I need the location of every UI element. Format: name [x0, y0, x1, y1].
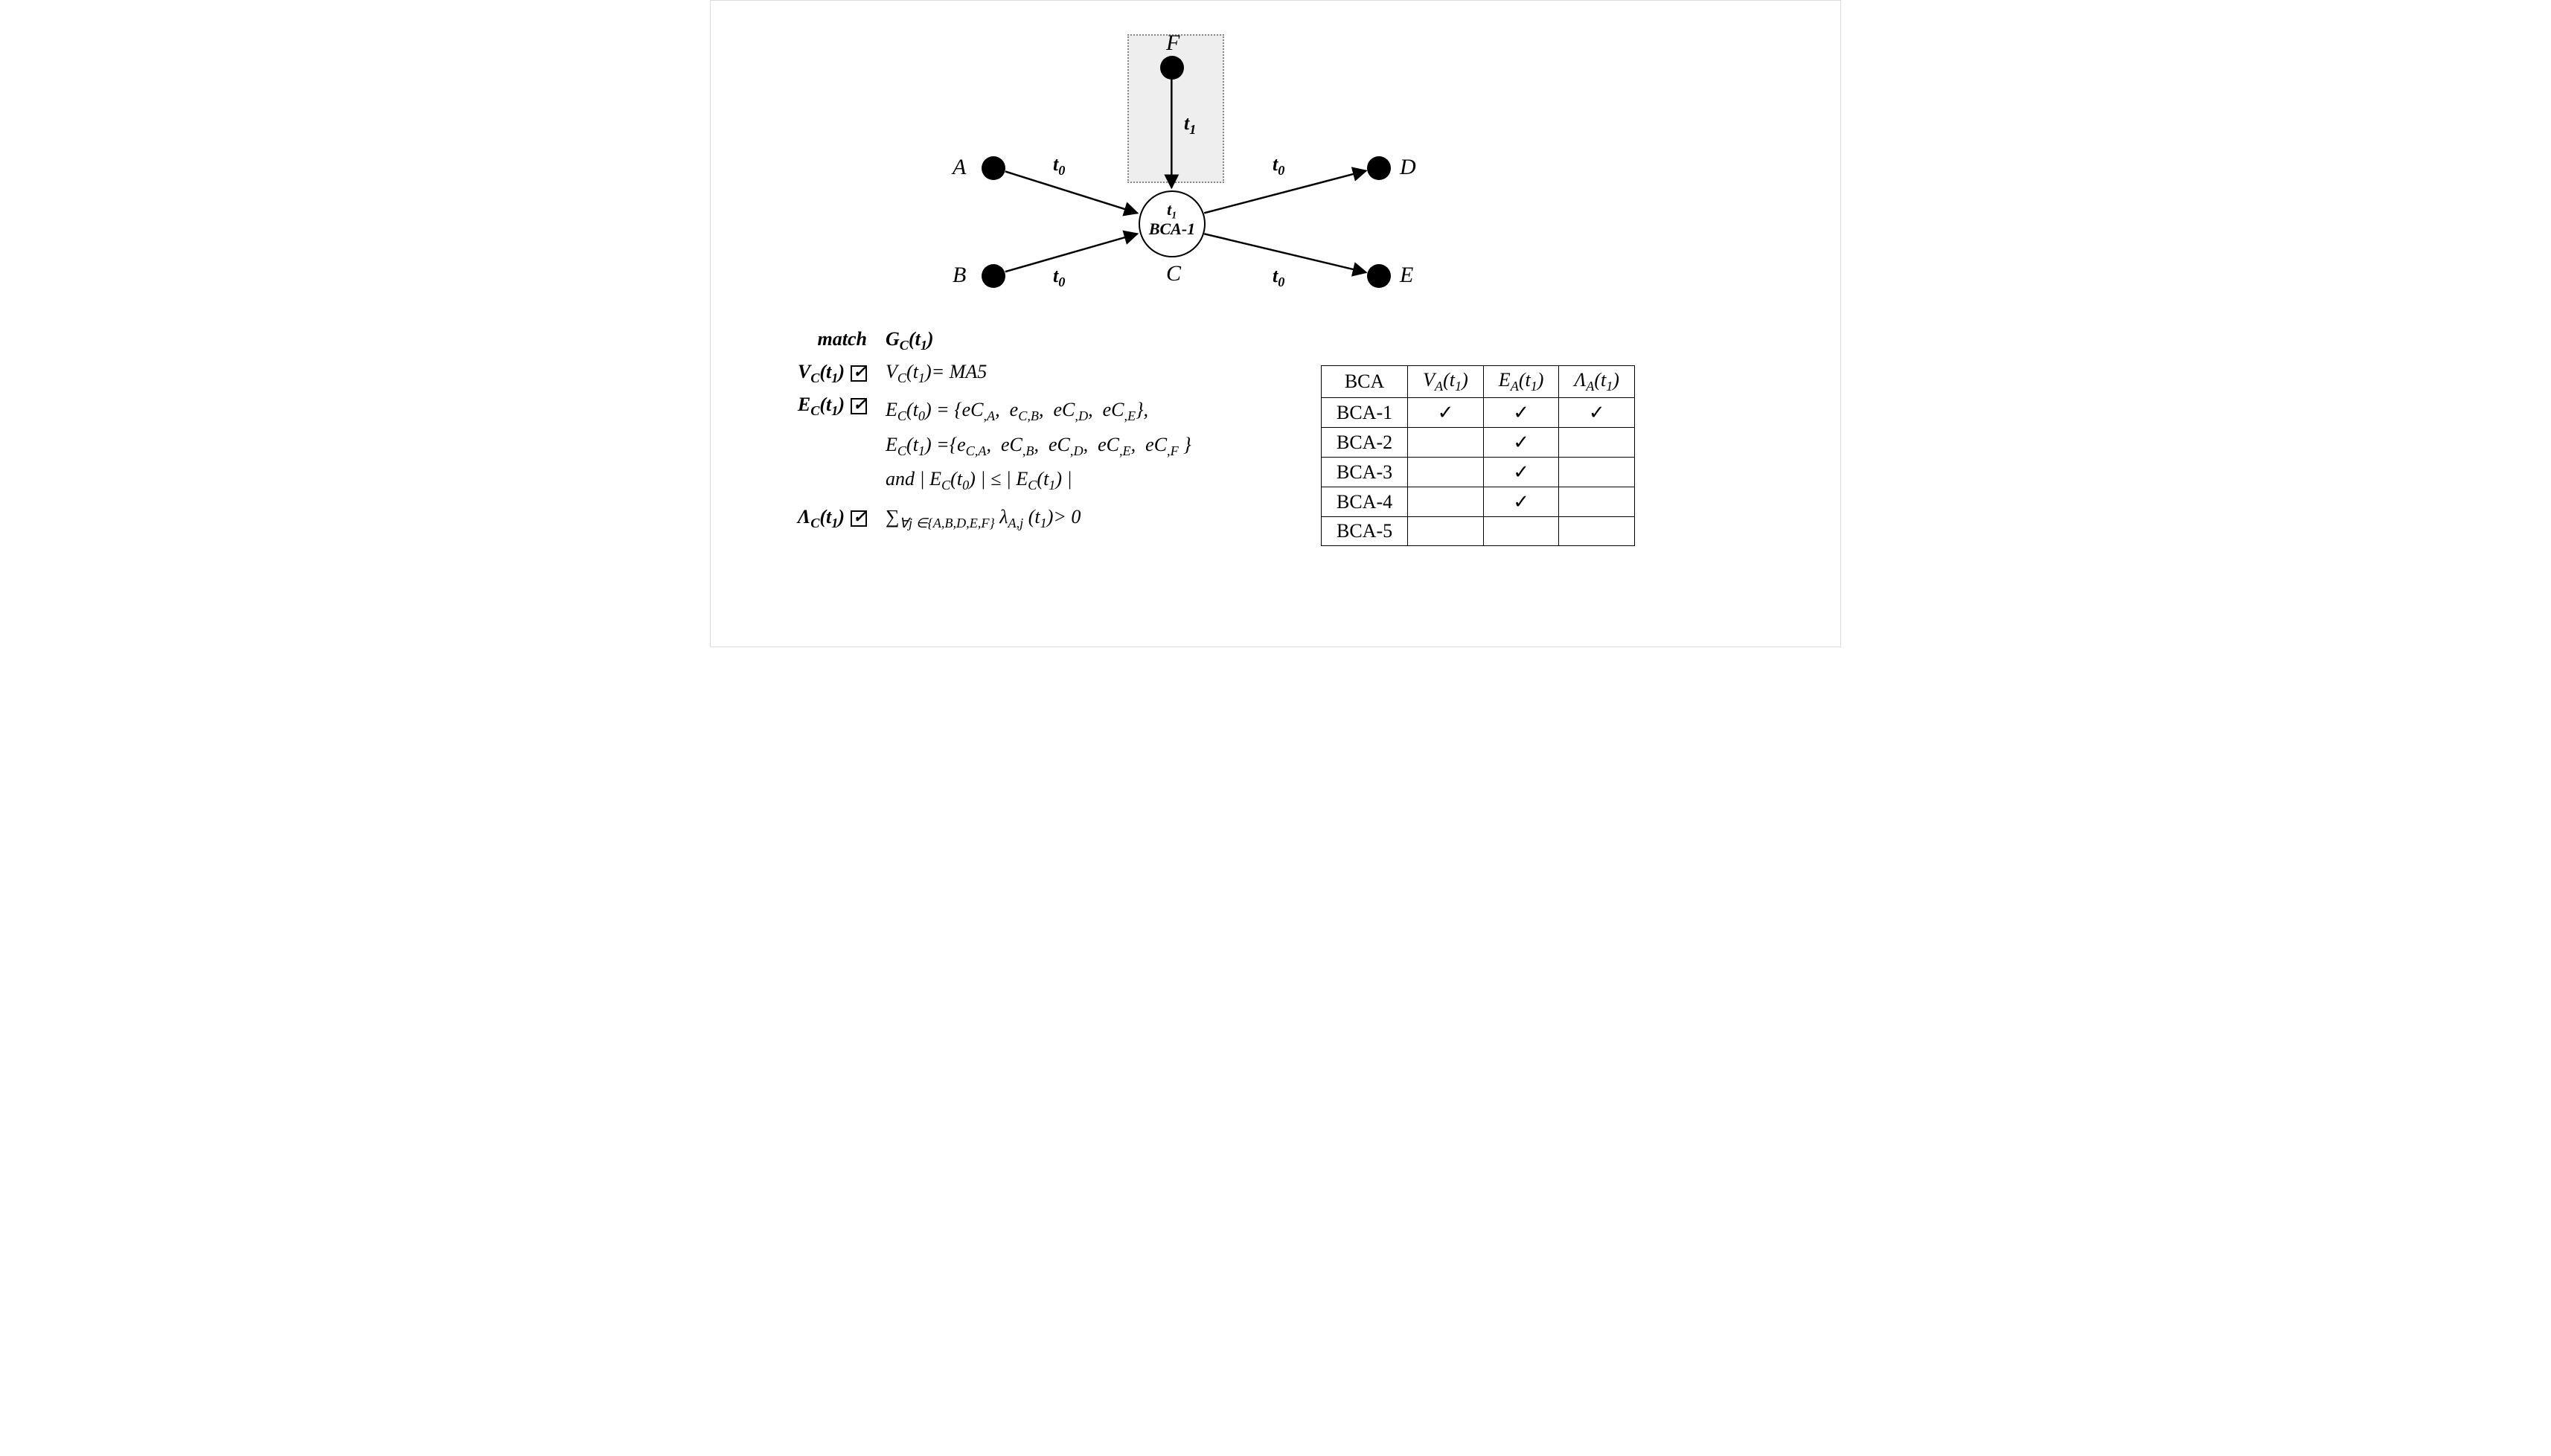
match-block: match GC(t1) VC(t1) VC(t1)= MA5 EC(t1) E…	[770, 328, 1306, 539]
check-lambda	[851, 510, 867, 527]
table-row: BCA-2 ✓	[1322, 428, 1635, 458]
label-d: D	[1400, 155, 1416, 180]
edge-label-cd: t0	[1273, 153, 1284, 179]
col-la: ΛA(t1)	[1559, 366, 1635, 398]
table-row: BCA-5	[1322, 517, 1635, 546]
node-b	[982, 264, 1005, 288]
edge-label-ce: t0	[1273, 265, 1284, 290]
label-b: B	[953, 263, 966, 288]
label-a: A	[953, 155, 966, 180]
ec-lines: EC(t0) = {eC,A, eC,B, eC,D, eC,E}, EC(t1…	[886, 394, 1191, 496]
check-vc	[851, 365, 867, 382]
table-header-row: BCA VA(t1) EA(t1) ΛA(t1)	[1322, 366, 1635, 398]
match-header-right: GC(t1)	[886, 328, 934, 353]
vc-line: VC(t1)= MA5	[886, 361, 987, 386]
node-a	[982, 156, 1005, 180]
edges-layer	[711, 1, 1840, 647]
bca-table: BCA VA(t1) EA(t1) ΛA(t1) BCA-1 ✓ ✓ ✓ BCA…	[1321, 365, 1635, 546]
label-f: F	[1166, 31, 1180, 56]
check-ec	[851, 398, 867, 414]
edge-label-fc: t1	[1184, 112, 1196, 138]
label-c: C	[1166, 261, 1181, 286]
node-e	[1367, 264, 1391, 288]
figure-canvas: A B C D E F t0 t0 t0 t0 t1 t₁ BCA-1 matc…	[710, 0, 1841, 647]
table-row: BCA-1 ✓ ✓ ✓	[1322, 398, 1635, 428]
node-f	[1160, 56, 1184, 80]
col-bca: BCA	[1322, 366, 1408, 398]
col-va: VA(t1)	[1408, 366, 1484, 398]
match-header-left: match	[818, 328, 867, 350]
center-node-text: t₁ BCA-1	[1135, 200, 1209, 239]
edge-label-ac: t0	[1053, 153, 1065, 179]
lambda-line: ∑∀j ∈{A,B,D,E,F} λA,j (t1)> 0	[886, 506, 1081, 531]
col-ea: EA(t1)	[1483, 366, 1559, 398]
table-row: BCA-4 ✓	[1322, 487, 1635, 517]
node-d	[1367, 156, 1391, 180]
label-e: E	[1400, 263, 1413, 288]
table-body: BCA-1 ✓ ✓ ✓ BCA-2 ✓ BCA-3 ✓ BCA-4 ✓	[1322, 398, 1635, 546]
table-row: BCA-3 ✓	[1322, 458, 1635, 487]
edge-label-bc: t0	[1053, 265, 1065, 290]
